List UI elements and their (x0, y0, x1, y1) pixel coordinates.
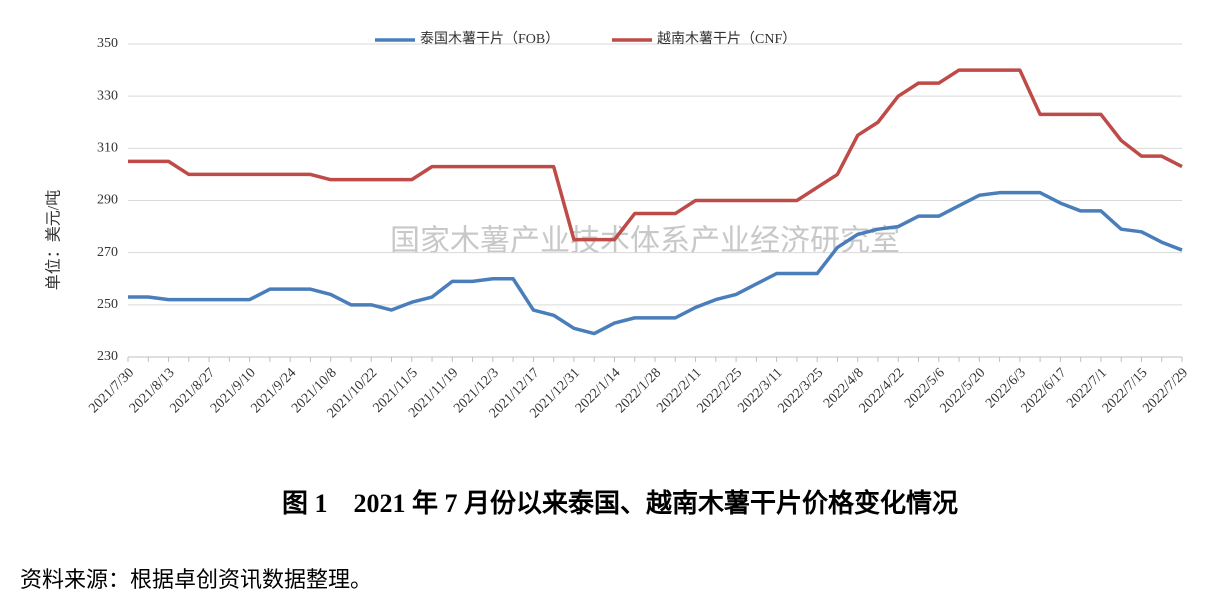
x-tick-label: 2022/6/17 (1019, 365, 1070, 416)
caption: 图 1 2021 年 7 月份以来泰国、越南木薯干片价格变化情况 (282, 488, 958, 518)
y-tick-label: 270 (97, 245, 118, 260)
x-tick-label: 2022/7/29 (1140, 365, 1191, 416)
watermark: 国家木薯产业技术体系产业经济研究室 (390, 224, 900, 259)
legend-label: 泰国木薯干片（FOB） (420, 31, 559, 47)
y-tick-label: 310 (97, 141, 118, 156)
x-tick-label: 2022/4/22 (857, 365, 908, 416)
line (128, 68, 1183, 242)
line (128, 190, 1183, 336)
y-tick-label: 250 (97, 297, 118, 312)
y-tick-label: 290 (97, 193, 118, 208)
source: 资料来源：根据卓创资讯数据整理。 (20, 567, 372, 592)
y-tick-label: 350 (97, 36, 118, 51)
legend-label: 越南木薯干片（CNF） (657, 31, 796, 47)
y-tick-label: 330 (97, 88, 118, 103)
x-tick-label: 2022/5/20 (938, 365, 989, 416)
y-tick-label: 230 (97, 349, 118, 364)
y-axis-label: 单位：美元/吨 (45, 190, 63, 290)
x-tick-label: 2022/3/25 (776, 365, 827, 416)
